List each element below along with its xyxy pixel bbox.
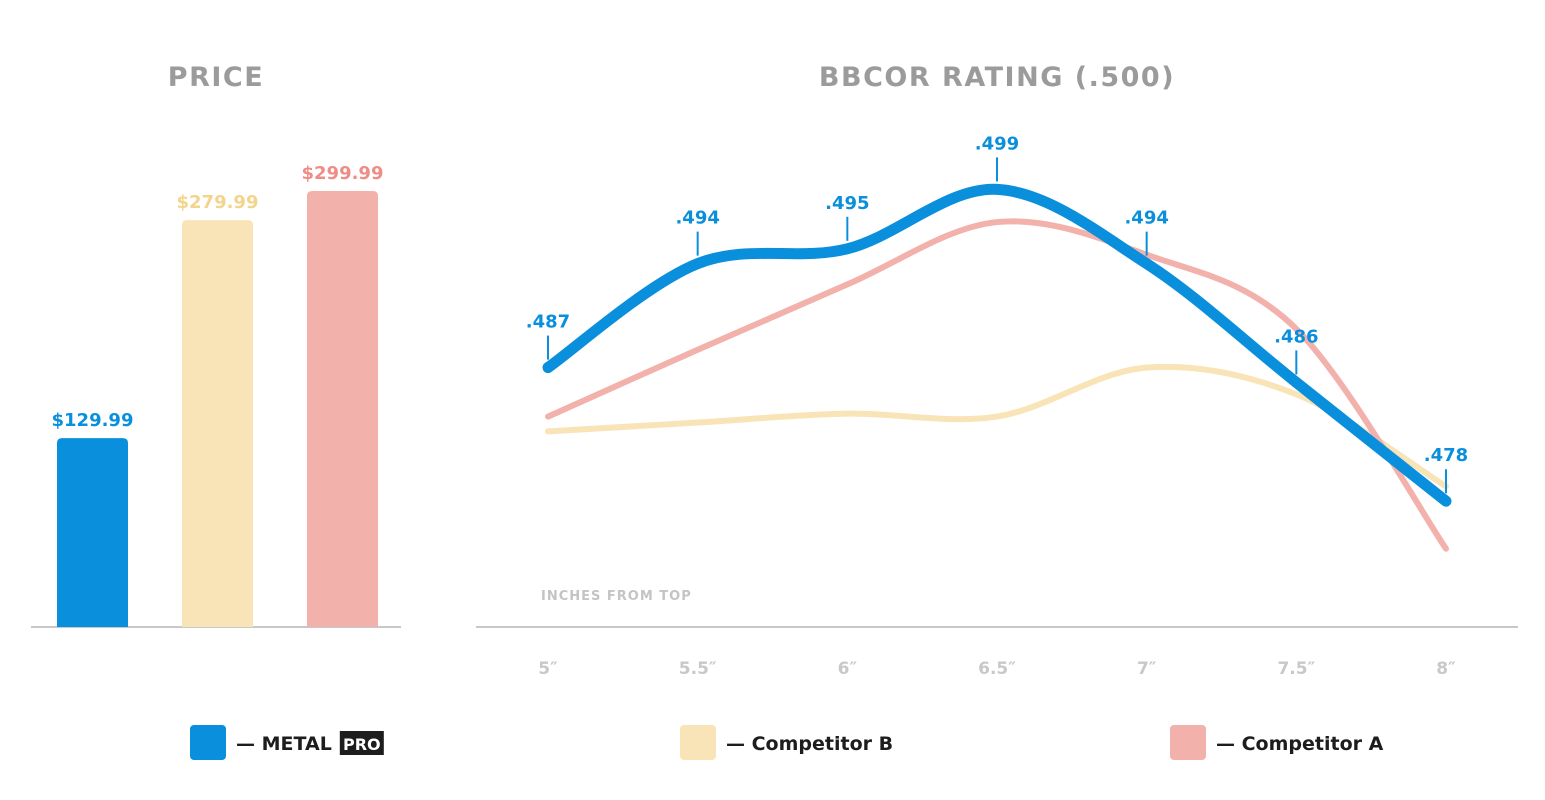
data-point-label: .486 [1274, 326, 1318, 347]
pro-badge-text: PRO [343, 735, 381, 754]
legend-swatch [1170, 725, 1206, 760]
legend-label: — Competitor B [726, 733, 893, 755]
price-bar-label: $299.99 [302, 163, 384, 184]
legend-item: — Competitor B [680, 725, 893, 760]
data-point-label: .487 [526, 312, 570, 333]
price-bar [57, 438, 128, 627]
data-point-label: .494 [675, 208, 719, 229]
price-bar-label: $279.99 [177, 192, 259, 213]
x-tick-label: 5″ [538, 659, 558, 679]
legend-item: — METAL PRO [190, 725, 384, 760]
data-point-label: .499 [975, 133, 1019, 154]
price-chart-title: PRICE [168, 62, 264, 93]
line-series-competitor-a [545, 218, 1449, 552]
x-tick-label: 6.5″ [978, 659, 1016, 679]
data-point-label: .494 [1124, 208, 1168, 229]
price-bar [182, 220, 253, 627]
legend-swatch [190, 725, 226, 760]
x-tick-label: 7.5″ [1277, 659, 1315, 679]
data-point-label: .495 [825, 193, 869, 214]
data-point-label: .478 [1424, 445, 1468, 466]
legend-item: — Competitor A [1170, 725, 1384, 760]
bbcor-chart-title: BBCOR RATING (.500) [819, 62, 1175, 93]
x-tick-label: 7″ [1137, 659, 1157, 679]
x-tick-label: 6″ [838, 659, 858, 679]
x-tick-label: 8″ [1436, 659, 1456, 679]
price-bar-label: $129.99 [52, 410, 134, 431]
pro-badge [339, 731, 384, 755]
x-tick-label: 5.5″ [679, 659, 717, 679]
x-axis-label: INCHES FROM TOP [541, 589, 692, 604]
legend-label: — METAL [236, 733, 332, 755]
price-bar [307, 191, 378, 627]
line-series-metal-pro [542, 183, 1452, 507]
legend-swatch [680, 725, 716, 760]
legend-label: — Competitor A [1216, 733, 1384, 755]
line-series-competitor-b [545, 363, 1449, 490]
